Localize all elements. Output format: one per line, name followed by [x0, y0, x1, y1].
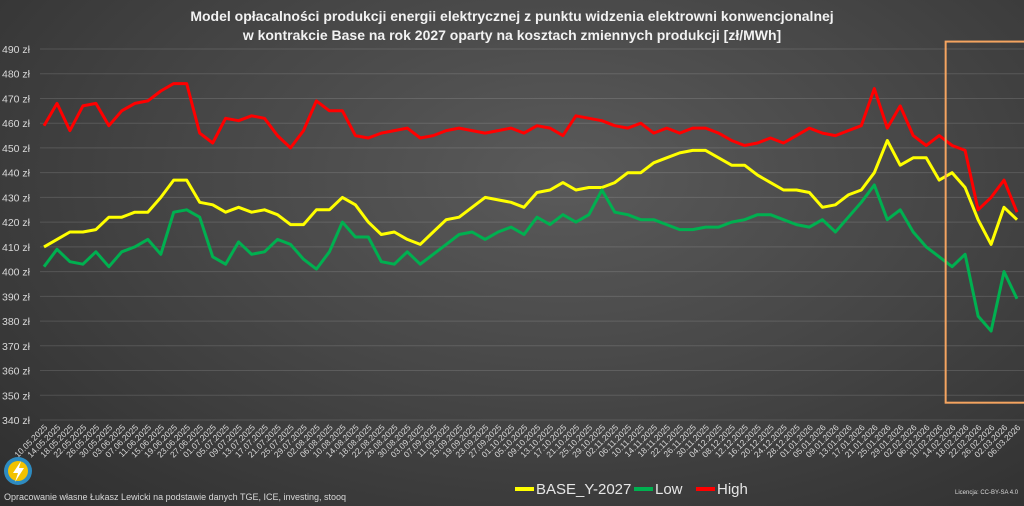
y-tick-label: 400 zł [2, 267, 31, 279]
series-line-base-y-2027 [43, 139, 1019, 249]
series-line-low [42, 183, 1019, 333]
y-tick-label: 470 zł [2, 93, 31, 105]
legend-label-low: Low [655, 481, 683, 498]
y-tick-label: 460 zł [2, 118, 31, 130]
legend: BASE_Y-2027 Low High [515, 481, 748, 498]
source-note: Opracowanie własne Łukasz Lewicki na pod… [4, 492, 346, 502]
y-tick-label: 380 zł [2, 316, 31, 328]
y-tick-label: 350 zł [2, 390, 31, 402]
legend-label-base: BASE_Y-2027 [536, 481, 631, 498]
y-tick-label: 340 zł [2, 415, 31, 427]
chart-title-line-2: w kontrakcie Base na rok 2027 oparty na … [242, 27, 781, 43]
y-tick-label: 370 zł [2, 341, 31, 353]
y-tick-label: 450 zł [2, 143, 31, 155]
y-tick-label: 420 zł [2, 217, 31, 229]
series-line-high [42, 82, 1019, 213]
highlight-box [944, 40, 1024, 404]
license-note: Licencja: CC-BY-SA 4.0 [955, 490, 1019, 496]
legend-label-high: High [717, 481, 748, 498]
y-tick-label: 360 zł [2, 366, 31, 378]
y-tick-label: 490 zł [2, 44, 31, 56]
y-tick-label: 480 zł [2, 69, 31, 81]
logo-icon [4, 457, 32, 485]
y-tick-label: 440 zł [2, 168, 31, 180]
y-tick-label: 430 zł [2, 192, 31, 204]
chart-title-line-1: Model opłacalności produkcji energii ele… [190, 8, 833, 24]
y-tick-label: 410 zł [2, 242, 31, 254]
y-tick-label: 390 zł [2, 291, 31, 303]
